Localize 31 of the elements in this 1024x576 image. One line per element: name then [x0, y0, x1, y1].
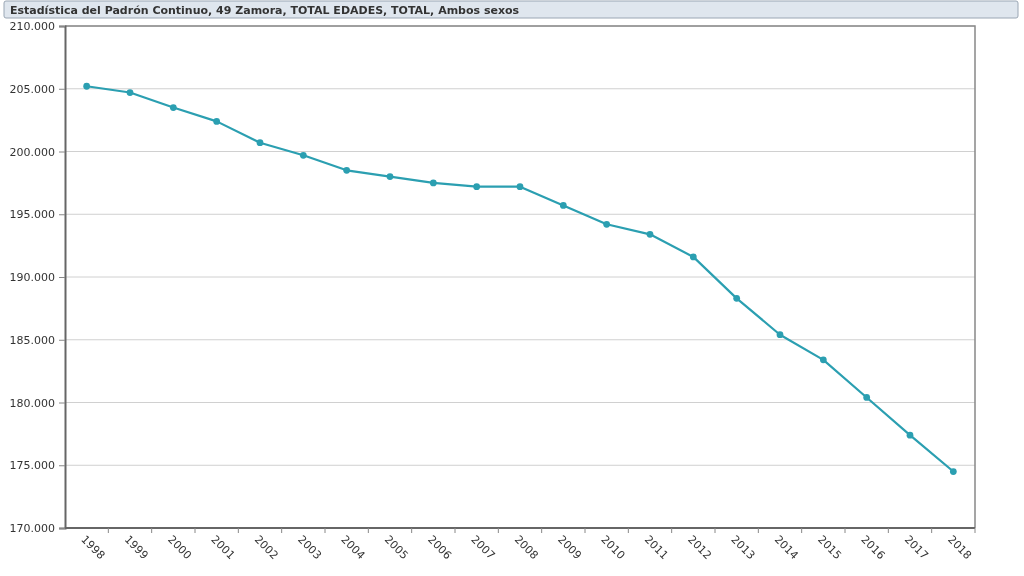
- point: [126, 89, 134, 96]
- point: [819, 356, 827, 364]
- point: [949, 468, 957, 475]
- point: [386, 173, 394, 180]
- y-tick-label: 180.000: [9, 396, 55, 410]
- point: [299, 151, 307, 159]
- y-tick-label: 175.000: [9, 459, 55, 473]
- point: [603, 220, 611, 228]
- chart-title: Estadística del Padrón Continuo, 49 Zamora, TOTAL EDADES, TOTAL, Ambos sexos: [10, 4, 520, 17]
- point: [213, 118, 221, 125]
- point: [689, 253, 697, 261]
- point: [906, 431, 914, 439]
- y-tick-label: 170.000: [9, 522, 55, 536]
- point: [559, 202, 567, 209]
- point: [429, 179, 437, 187]
- point: [733, 294, 741, 302]
- point: [646, 230, 654, 238]
- y-tick-label: 185.000: [9, 333, 55, 347]
- point: [863, 394, 871, 401]
- y-tick-label: 195.000: [9, 208, 55, 222]
- y-tick-label: 205.000: [9, 82, 55, 96]
- y-tick-label: 200.000: [9, 145, 55, 159]
- point: [473, 183, 481, 191]
- point: [343, 166, 351, 174]
- point: [83, 82, 91, 90]
- point: [516, 183, 524, 191]
- point: [169, 104, 177, 111]
- y-tick-label: 210.000: [9, 20, 55, 34]
- point: [776, 331, 784, 339]
- point: [256, 139, 264, 147]
- y-tick-label: 190.000: [9, 271, 55, 285]
